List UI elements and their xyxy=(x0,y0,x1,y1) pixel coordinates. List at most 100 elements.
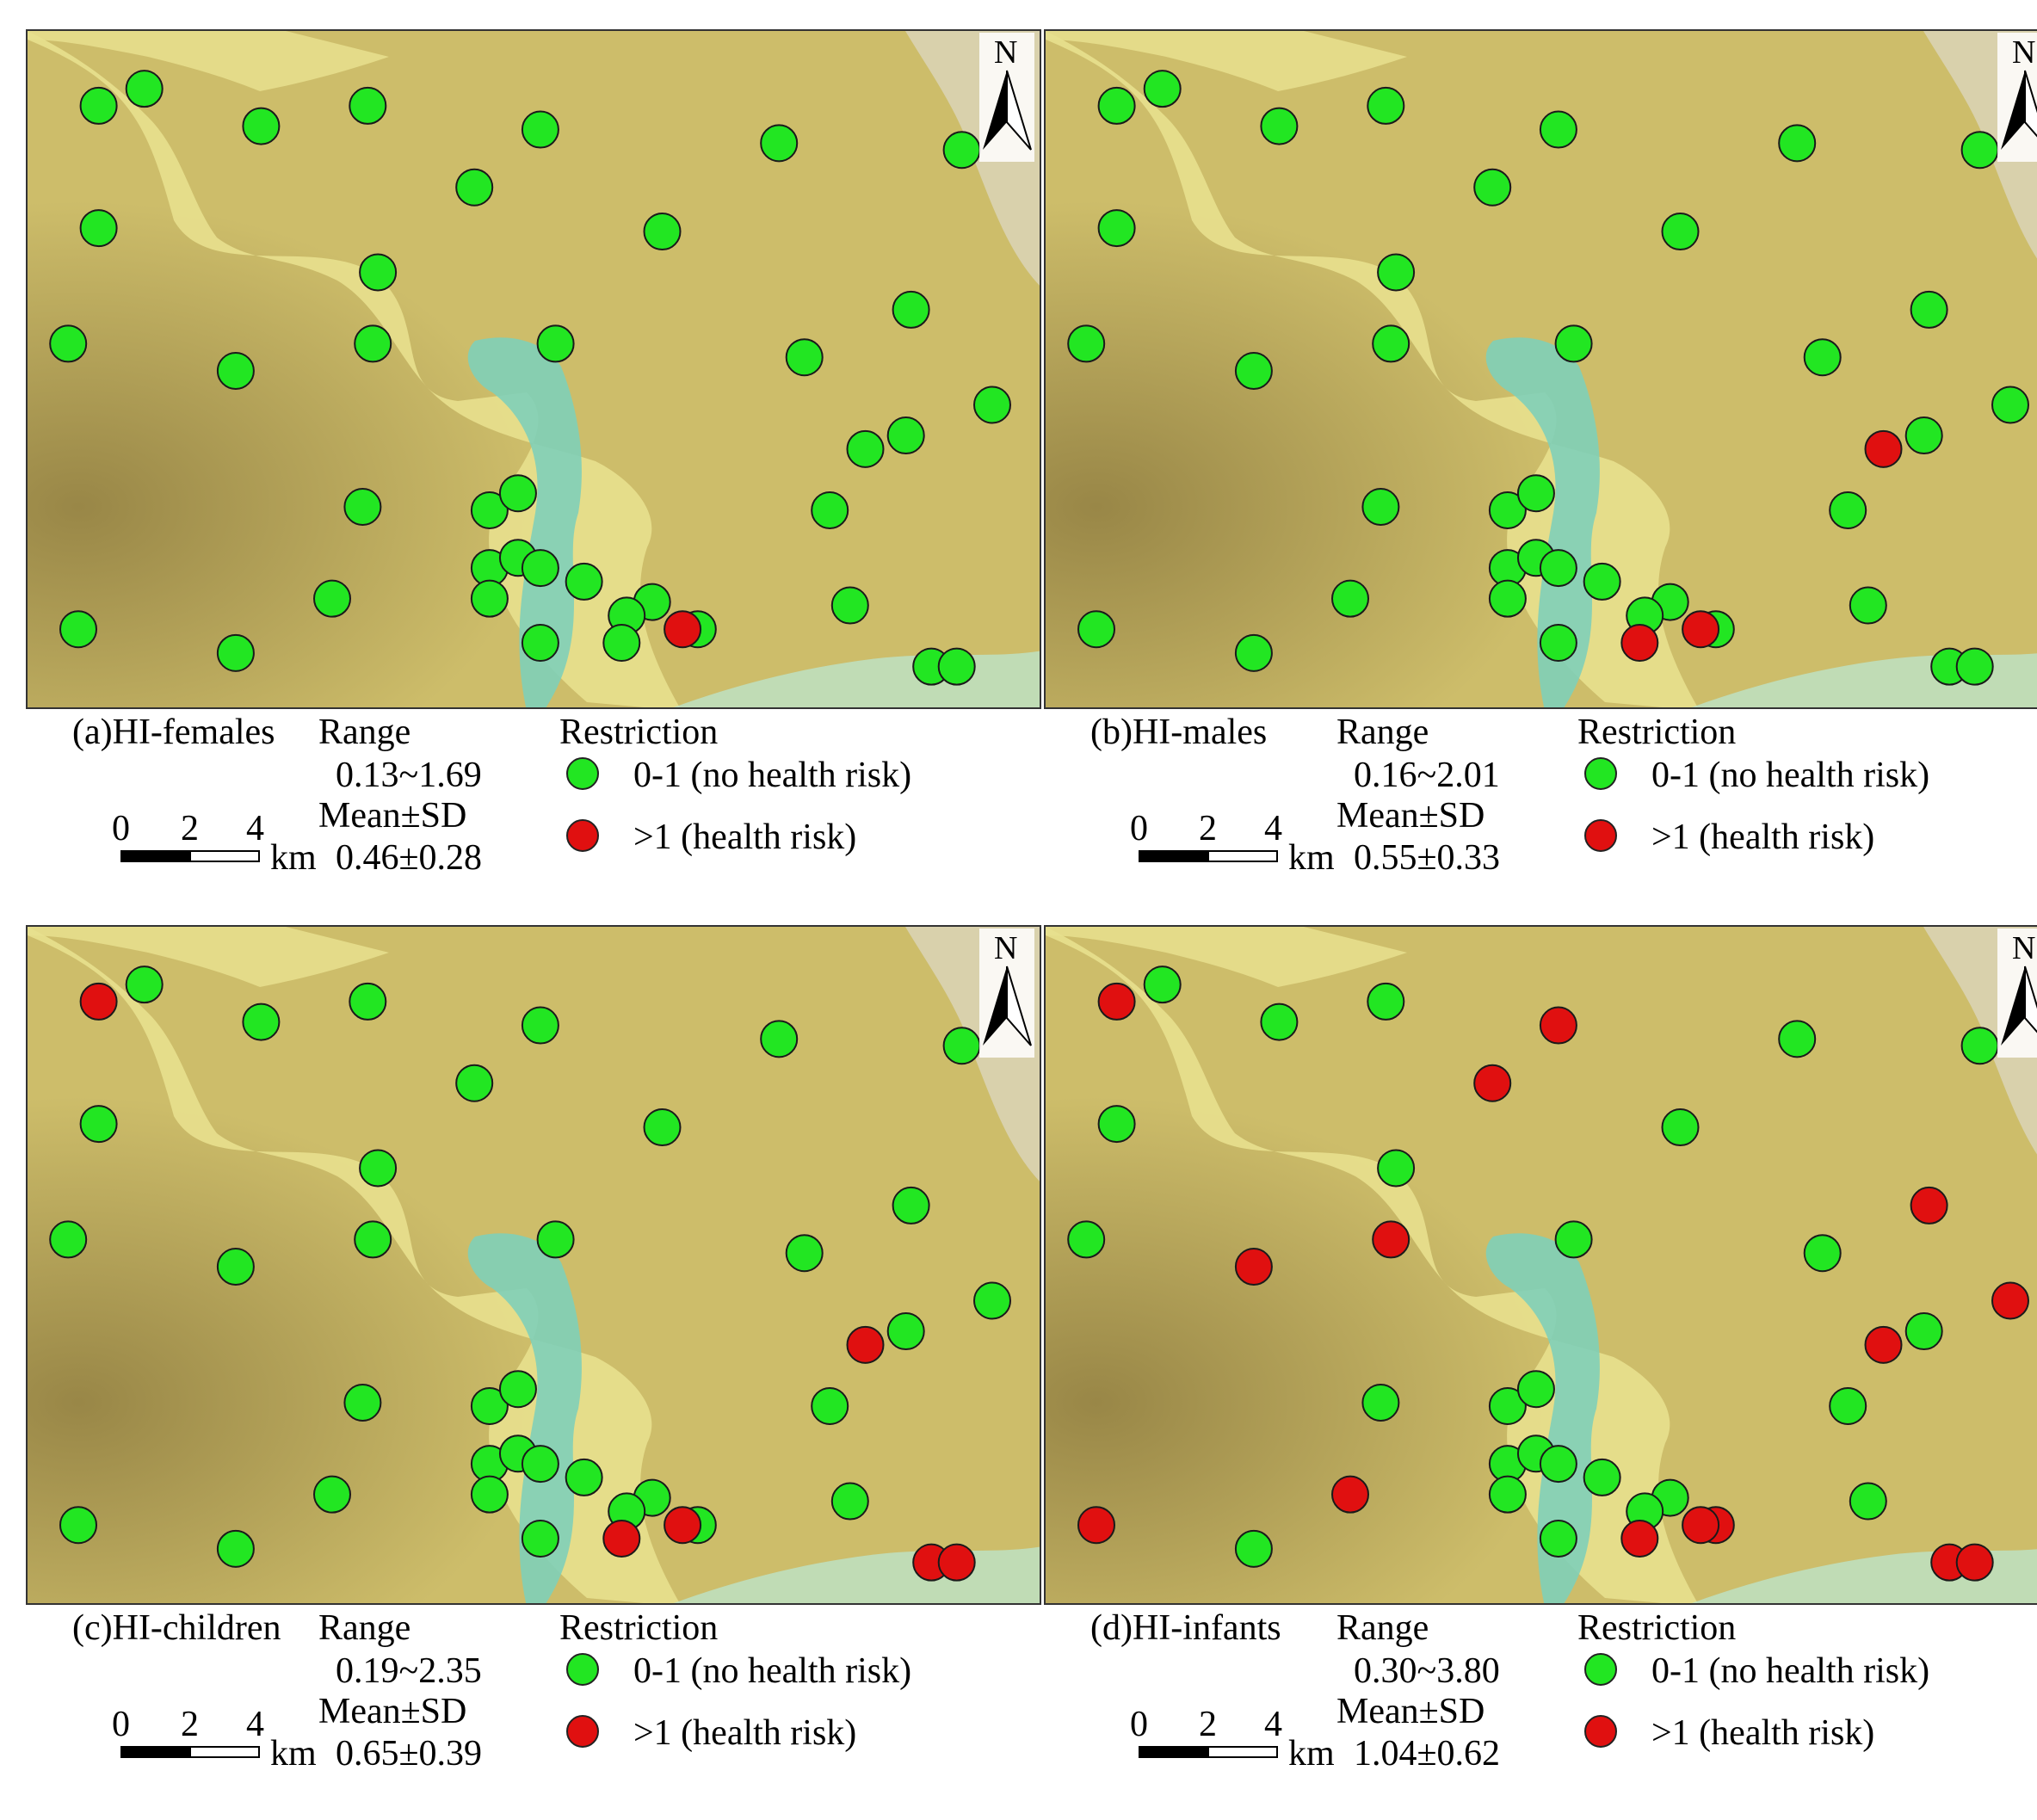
sample-site-risk xyxy=(1234,1248,1273,1286)
sample-site-risk xyxy=(1331,1475,1369,1514)
panel-title: (c)HI-children xyxy=(72,1608,281,1648)
sample-site-no-risk xyxy=(349,86,387,125)
panel-title: (d)HI-infants xyxy=(1090,1608,1281,1648)
sample-site-no-risk xyxy=(1554,1220,1593,1259)
sample-site-no-risk xyxy=(1097,209,1136,248)
panel-title: (b)HI-males xyxy=(1090,713,1268,752)
north-arrow-icon xyxy=(2001,70,2037,150)
sample-site-risk xyxy=(1620,624,1659,662)
sample-site-no-risk xyxy=(1955,647,1994,686)
sample-site-no-risk xyxy=(1097,86,1136,125)
sample-site-no-risk xyxy=(521,1445,559,1484)
sample-site-no-risk xyxy=(1539,110,1577,149)
north-arrow: N xyxy=(1997,929,2037,1058)
sample-site-risk xyxy=(1620,1520,1659,1558)
sample-site-no-risk xyxy=(1904,416,1943,455)
sample-site-no-risk xyxy=(846,429,885,468)
sample-site-no-risk xyxy=(1077,610,1115,649)
risk-marker-icon xyxy=(566,819,599,852)
panel-title: (a)HI-females xyxy=(72,713,275,752)
sample-site-risk xyxy=(664,1506,702,1545)
sample-site-no-risk xyxy=(973,386,1011,424)
sample-site-no-risk xyxy=(1554,324,1593,363)
sample-site-no-risk xyxy=(565,1458,603,1496)
sample-site-no-risk xyxy=(125,966,164,1004)
sample-site-no-risk xyxy=(1778,124,1817,163)
mean-sd-heading: Mean±SD xyxy=(1336,796,1485,836)
sample-site-no-risk xyxy=(1488,1475,1527,1514)
sample-site-no-risk xyxy=(354,1220,392,1259)
sample-site-no-risk xyxy=(1539,1445,1577,1484)
sample-site-no-risk xyxy=(811,1386,849,1425)
sample-sites xyxy=(49,70,1011,686)
sample-site-risk xyxy=(1910,1186,1948,1225)
mean-sd-value: 1.04±0.62 xyxy=(1354,1734,1501,1774)
north-arrow-icon xyxy=(983,70,1032,151)
sample-site-no-risk xyxy=(1488,490,1527,529)
terrain-map: N xyxy=(1044,925,2037,1605)
sample-site-no-risk xyxy=(1904,1312,1943,1351)
sample-site-no-risk xyxy=(1234,1529,1273,1568)
sample-site-no-risk xyxy=(785,338,824,377)
risk-marker-icon xyxy=(1584,1715,1617,1748)
sample-site-no-risk xyxy=(760,124,799,163)
range-heading: Range xyxy=(1336,1608,1429,1648)
sample-sites xyxy=(1067,966,2029,1582)
scale-bar xyxy=(120,850,260,862)
no-risk-marker-icon xyxy=(1584,757,1617,790)
sample-site-no-risk xyxy=(343,488,382,526)
range-heading: Range xyxy=(1336,713,1429,752)
sample-site-no-risk xyxy=(49,324,88,363)
sample-site-no-risk xyxy=(1361,1384,1400,1422)
sample-site-risk xyxy=(602,1520,641,1558)
sample-site-no-risk xyxy=(602,624,641,662)
risk-label: >1 (health risk) xyxy=(1651,1713,1875,1753)
sample-site-no-risk xyxy=(1661,213,1700,251)
sample-site-no-risk xyxy=(79,209,118,248)
risk-label: >1 (health risk) xyxy=(1651,817,1875,857)
sample-site-no-risk xyxy=(1473,168,1512,207)
sample-site-no-risk xyxy=(521,549,559,588)
sample-site-no-risk xyxy=(892,290,930,329)
sample-site-no-risk xyxy=(1067,324,1106,363)
sample-site-no-risk xyxy=(1910,290,1948,329)
sample-site-no-risk xyxy=(1516,474,1555,513)
scale-tick-0: 0 xyxy=(112,1705,130,1744)
sample-site-risk xyxy=(1372,1220,1410,1259)
sample-site-no-risk xyxy=(359,253,398,292)
sample-site-no-risk xyxy=(830,1482,869,1521)
sample-site-no-risk xyxy=(973,1281,1011,1320)
sample-site-no-risk xyxy=(1539,624,1577,662)
sample-site-no-risk xyxy=(1778,1020,1817,1058)
sample-site-no-risk xyxy=(79,86,118,125)
risk-label: >1 (health risk) xyxy=(633,817,857,857)
sample-site-no-risk xyxy=(1539,1520,1577,1558)
sample-site-no-risk xyxy=(1260,1003,1299,1041)
scale-tick-0: 0 xyxy=(1130,1705,1148,1744)
sample-site-no-risk xyxy=(470,579,509,618)
sample-site-risk xyxy=(1473,1064,1512,1102)
sample-site-no-risk xyxy=(942,131,981,170)
scale-tick-2: 2 xyxy=(1199,1705,1217,1744)
sample-site-no-risk xyxy=(1143,70,1182,108)
sample-site-no-risk xyxy=(1803,338,1842,377)
sample-site-no-risk xyxy=(216,1248,255,1286)
north-arrow: N xyxy=(1997,33,2037,162)
sample-site-no-risk xyxy=(536,1220,575,1259)
map-panel-2: N (b)HI-males Range 0.16~2.01 Mean±SD 0.… xyxy=(1044,29,2037,924)
sample-site-no-risk xyxy=(1829,490,1867,529)
sample-site-no-risk xyxy=(1991,386,2029,424)
sample-site-no-risk xyxy=(125,70,164,108)
restriction-heading: Restriction xyxy=(559,1608,719,1648)
sample-site-no-risk xyxy=(1372,324,1410,363)
scale-tick-0: 0 xyxy=(1130,809,1148,848)
sample-site-no-risk xyxy=(455,168,494,207)
north-arrow-icon xyxy=(2001,966,2037,1046)
sample-site-no-risk xyxy=(1361,488,1400,526)
sample-site-risk xyxy=(1097,982,1136,1021)
sample-site-risk xyxy=(937,1543,976,1582)
sample-site-no-risk xyxy=(1067,1220,1106,1259)
sample-site-no-risk xyxy=(521,1520,559,1558)
sample-site-no-risk xyxy=(643,1108,682,1147)
sample-site-no-risk xyxy=(536,324,575,363)
